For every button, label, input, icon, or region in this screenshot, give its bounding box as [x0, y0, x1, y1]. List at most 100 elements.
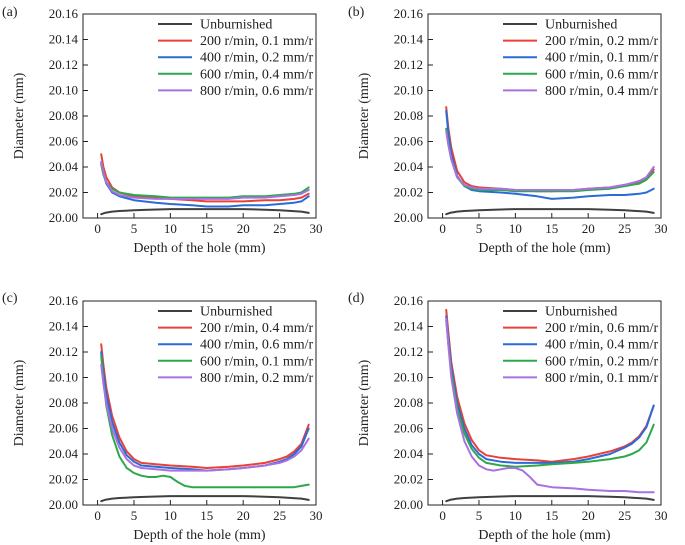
x-tick-label: 10 — [164, 221, 177, 236]
y-tick-label: 20.14 — [394, 32, 424, 47]
legend-entry: 800 r/min, 0.6 mm/r — [200, 84, 314, 99]
series-line — [445, 308, 655, 463]
series-line — [445, 317, 655, 494]
series-line — [100, 351, 310, 472]
y-tick-label: 20.16 — [49, 293, 79, 308]
series-line — [100, 160, 310, 200]
x-tick-label: 0 — [439, 221, 446, 236]
y-tick-label: 20.00 — [394, 210, 423, 225]
series-line — [100, 495, 310, 503]
x-tick-label: 25 — [618, 221, 631, 236]
panel-label: (c) — [2, 291, 18, 306]
y-tick-label: 20.00 — [49, 497, 78, 512]
y-tick-label: 20.06 — [394, 134, 424, 149]
y-tick-label: 20.04 — [394, 446, 424, 461]
legend-entry: 600 r/min, 0.6 mm/r — [545, 67, 659, 82]
series-line — [445, 208, 655, 216]
x-tick-label: 5 — [131, 221, 138, 236]
chart-panel: (c) 20.00 20.02 20.04 20.06 20.08 20.10 20.12 20… — [2, 291, 323, 543]
x-axis-label: Depth of the hole (mm) — [478, 241, 611, 256]
y-tick-label: 20.02 — [49, 185, 78, 200]
x-tick-label: 15 — [200, 508, 213, 523]
legend-entry: 200 r/min, 0.6 mm/r — [545, 321, 659, 336]
y-tick-label: 20.06 — [394, 421, 424, 436]
legend-entry: 600 r/min, 0.2 mm/r — [545, 354, 659, 369]
x-tick-label: 20 — [237, 221, 250, 236]
x-tick-label: 0 — [94, 508, 101, 523]
x-tick-label: 15 — [200, 221, 213, 236]
chart-panel: (a) 20.00 20.02 20.04 20.06 20.08 20.10 20.12 20… — [2, 5, 323, 256]
series-line — [100, 354, 310, 489]
y-tick-label: 20.02 — [49, 472, 78, 487]
panel-label: (a) — [2, 5, 18, 20]
y-tick-label: 20.14 — [394, 319, 424, 334]
x-tick-label: 15 — [545, 221, 558, 236]
y-tick-label: 20.14 — [49, 319, 79, 334]
x-axis-label: Depth of the hole (mm) — [133, 528, 266, 543]
y-tick-label: 20.12 — [49, 57, 78, 72]
series-line — [100, 363, 310, 472]
x-tick-label: 30 — [310, 508, 323, 523]
y-tick-label: 20.16 — [394, 293, 424, 308]
x-tick-label: 20 — [582, 221, 595, 236]
x-tick-label: 30 — [655, 508, 668, 523]
x-tick-label: 30 — [310, 221, 323, 236]
y-tick-label: 20.00 — [394, 497, 423, 512]
y-tick-label: 20.08 — [49, 108, 78, 123]
y-tick-label: 20.06 — [49, 421, 79, 436]
legend-entry: Unburnished — [200, 305, 272, 320]
y-tick-label: 20.08 — [49, 395, 78, 410]
y-tick-label: 20.08 — [394, 395, 423, 410]
legend-entry: 800 r/min, 0.4 mm/r — [545, 84, 659, 99]
chart-panel: (b) 20.00 20.02 20.04 20.06 20.08 20.10 20.12 20… — [348, 5, 668, 256]
series-line — [445, 130, 655, 191]
panel-label: (d) — [348, 291, 365, 306]
y-tick-label: 20.10 — [394, 83, 423, 98]
legend-entry: Unburnished — [545, 305, 617, 320]
legend-entry: Unburnished — [545, 18, 617, 33]
series-line — [100, 343, 310, 469]
series-line — [100, 163, 310, 199]
x-tick-label: 20 — [582, 508, 595, 523]
x-tick-label: 25 — [273, 508, 286, 523]
x-tick-label: 25 — [618, 508, 631, 523]
legend-entry: 200 r/min, 0.2 mm/r — [545, 34, 659, 49]
legend-entry: Unburnished — [200, 18, 272, 33]
y-axis-label: Diameter (mm) — [12, 72, 27, 159]
series-line — [445, 315, 655, 464]
x-tick-label: 10 — [164, 508, 177, 523]
y-tick-label: 20.04 — [49, 159, 79, 174]
y-tick-label: 20.00 — [49, 210, 78, 225]
legend-entry: 600 r/min, 0.4 mm/r — [200, 67, 314, 82]
x-axis-label: Depth of the hole (mm) — [478, 528, 611, 543]
y-tick-label: 20.16 — [394, 6, 424, 21]
x-tick-label: 20 — [237, 508, 250, 523]
y-axis-label: Diameter (mm) — [357, 72, 372, 159]
y-tick-label: 20.10 — [49, 370, 78, 385]
y-tick-label: 20.12 — [49, 344, 78, 359]
y-tick-label: 20.10 — [49, 83, 78, 98]
y-tick-label: 20.04 — [394, 159, 424, 174]
x-tick-label: 10 — [509, 508, 522, 523]
x-tick-label: 15 — [545, 508, 558, 523]
y-tick-label: 20.08 — [394, 108, 423, 123]
x-tick-label: 10 — [509, 221, 522, 236]
legend-entry: 600 r/min, 0.1 mm/r — [200, 354, 314, 369]
legend-entry: 400 r/min, 0.4 mm/r — [545, 338, 659, 353]
series-line — [445, 495, 655, 503]
y-tick-label: 20.12 — [394, 344, 423, 359]
series-line — [445, 106, 655, 193]
y-tick-label: 20.16 — [49, 6, 79, 21]
x-tick-label: 5 — [476, 508, 483, 523]
x-tick-label: 30 — [655, 221, 668, 236]
x-axis-label: Depth of the hole (mm) — [133, 241, 266, 256]
x-tick-label: 25 — [273, 221, 286, 236]
series-line — [100, 208, 310, 216]
panel-label: (b) — [348, 5, 365, 20]
y-tick-label: 20.12 — [394, 57, 423, 72]
